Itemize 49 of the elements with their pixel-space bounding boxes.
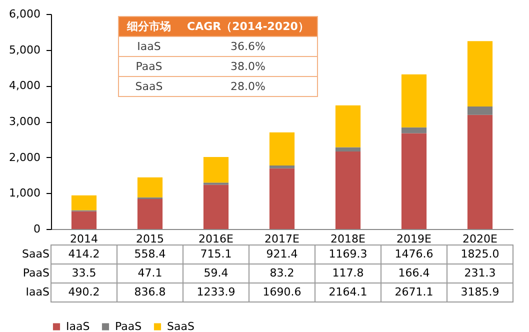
data-label: 490.2	[68, 286, 100, 298]
y-tick-label: 1,000	[9, 186, 40, 200]
data-label: 1476.6	[394, 248, 434, 260]
data-label: 1825.0	[460, 248, 500, 260]
data-label: 47.1	[138, 266, 162, 280]
text: SaaS	[22, 248, 50, 260]
data-label: 1169.3	[328, 248, 368, 260]
x-tick-label: 2020E	[462, 232, 498, 246]
data-label: 414.2	[68, 248, 100, 260]
y-tick-label: 6,000	[9, 8, 40, 20]
x-tick-label: 2017E	[264, 232, 300, 246]
annotation: SaaS	[118, 76, 179, 96]
legend-label: IaaS	[66, 320, 90, 332]
data-label: 117.8	[332, 266, 364, 280]
data-label: 1690.6	[262, 286, 302, 298]
annotation: IaaS	[118, 36, 179, 56]
data-label: 59.4	[204, 266, 228, 280]
data-label: 1233.9	[196, 286, 236, 298]
data-label: 921.4	[266, 248, 298, 260]
legend-label: PaaS	[115, 320, 142, 332]
data-label: 2164.1	[328, 286, 368, 298]
data-label: 558.4	[134, 248, 166, 260]
y-tick-label: 3,000	[9, 115, 40, 128]
text: IaaS	[26, 286, 50, 298]
text: PaaS	[22, 266, 50, 280]
y-tick-label: 0	[34, 222, 40, 236]
y-tick-label: 2,000	[9, 150, 40, 164]
data-label: 33.5	[72, 266, 96, 280]
x-tick-label: 2015	[136, 232, 164, 246]
legend-label: SaaS	[167, 320, 194, 332]
annotation: 36.6%	[179, 36, 318, 56]
data-label: 836.8	[134, 286, 166, 298]
x-tick-label: 2018E	[330, 232, 366, 246]
annotation: CAGR（2014-2020）	[179, 16, 318, 36]
data-label: 3185.9	[460, 286, 500, 298]
annotation: 38.0%	[179, 56, 318, 76]
data-label: 715.1	[200, 248, 232, 260]
data-label: 231.3	[464, 266, 496, 280]
y-tick-label: 5,000	[9, 43, 40, 56]
x-tick-label: 2019E	[396, 232, 432, 246]
y-tick-label: 4,000	[9, 79, 40, 92]
annotation: PaaS	[118, 56, 179, 76]
x-tick-label: 2016E	[198, 232, 234, 246]
x-tick-label: 2014	[70, 232, 98, 246]
data-label: 83.2	[270, 266, 294, 280]
data-label: 166.4	[398, 266, 430, 280]
annotation: 28.0%	[179, 76, 318, 96]
annotation: 细分市场	[118, 16, 179, 36]
data-label: 2671.1	[394, 286, 434, 298]
